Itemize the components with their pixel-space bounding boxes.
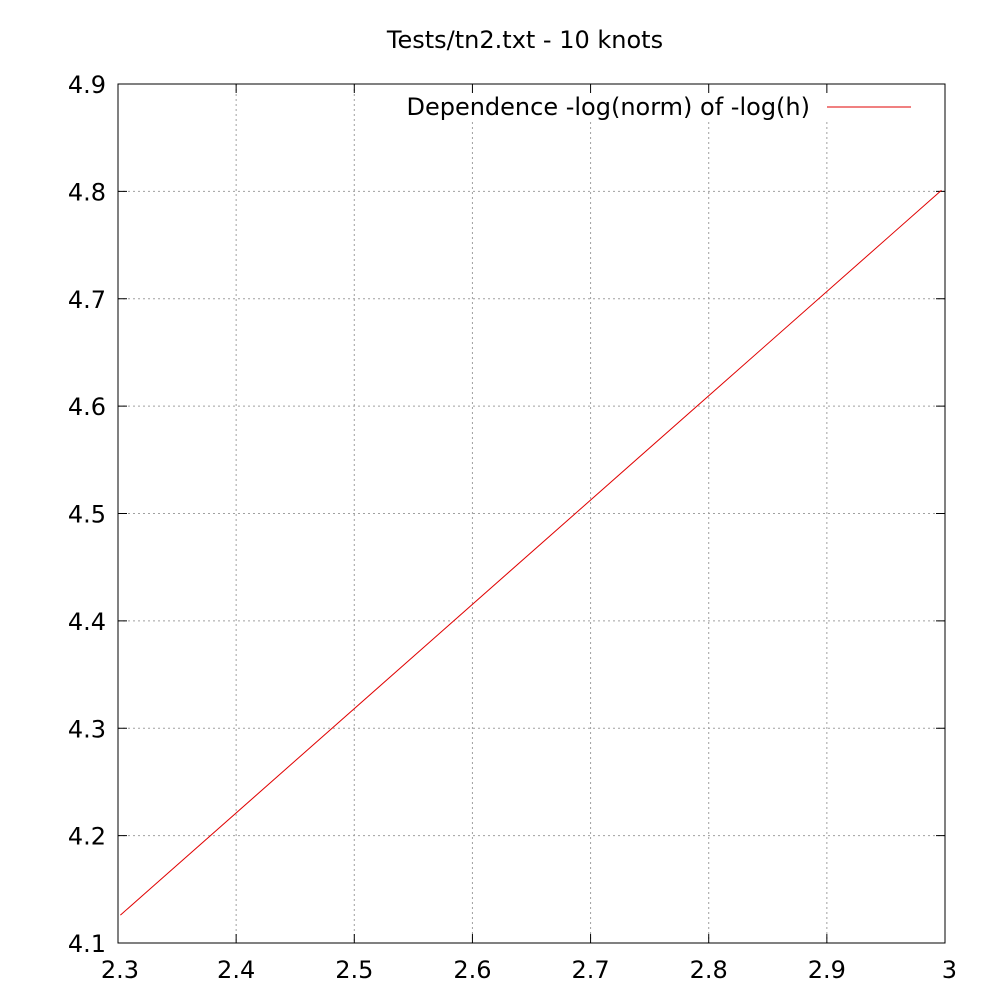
chart-title: Tests/tn2.txt - 10 knots: [386, 26, 663, 54]
y-tick-label: 4.4: [68, 608, 106, 636]
x-tick-label: 2.4: [217, 956, 255, 984]
y-tick-label: 4.9: [68, 71, 106, 99]
series-layer: [120, 189, 942, 916]
y-tick-label: 4.5: [68, 501, 106, 529]
y-tick-label: 4.2: [68, 823, 106, 851]
x-tick-label: 2.5: [335, 956, 373, 984]
tick-layer: 4.1 4.2 4.3 4.4 4.5 4.6 4.7 4.8 4.9 2.3 2.4 2.5 2.6 2…: [68, 71, 957, 984]
grid-layer: [118, 84, 945, 943]
x-tick-label: 2.7: [571, 956, 609, 984]
x-tick-label: 2.3: [101, 956, 139, 984]
legend-label: Dependence -log(norm) of -log(h): [406, 93, 810, 121]
plot-area-border: [117, 83, 946, 944]
legend: Dependence -log(norm) of -log(h): [406, 93, 911, 121]
x-tick-label: 2.9: [808, 956, 846, 984]
y-tick-label: 4.6: [68, 393, 106, 421]
x-tick-label: 2.8: [690, 956, 728, 984]
y-tick-label: 4.1: [68, 930, 106, 958]
y-tick-label: 4.8: [68, 178, 106, 206]
series-line: [120, 189, 942, 916]
x-tick-label: 2.6: [453, 956, 491, 984]
y-tick-label: 4.7: [68, 286, 106, 314]
y-tick-label: 4.3: [68, 715, 106, 743]
x-tick-label: 3: [942, 956, 957, 984]
